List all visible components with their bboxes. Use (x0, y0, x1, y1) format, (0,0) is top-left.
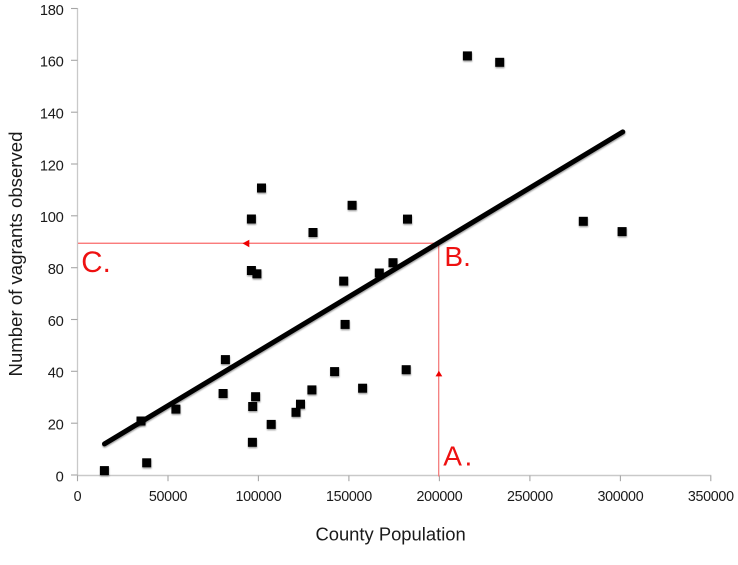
svg-text:A.: A. (443, 441, 474, 472)
svg-text:0: 0 (56, 469, 64, 485)
svg-text:B.: B. (444, 241, 470, 272)
svg-text:200000: 200000 (416, 489, 462, 505)
svg-text:250000: 250000 (507, 489, 553, 505)
svg-text:0: 0 (74, 489, 82, 505)
svg-text:150000: 150000 (326, 489, 372, 505)
svg-text:140: 140 (40, 107, 64, 123)
svg-text:350000: 350000 (688, 489, 734, 505)
svg-text:160: 160 (40, 55, 64, 71)
svg-text:180: 180 (40, 3, 64, 19)
svg-text:Number of vagrants observed: Number of vagrants observed (5, 132, 26, 377)
svg-text:C.: C. (81, 246, 111, 279)
svg-text:50000: 50000 (149, 489, 188, 505)
svg-text:100: 100 (40, 210, 64, 226)
svg-text:60: 60 (48, 314, 64, 330)
svg-text:120: 120 (40, 158, 64, 174)
svg-text:300000: 300000 (597, 489, 643, 505)
svg-text:County Population: County Population (315, 524, 465, 545)
svg-text:100000: 100000 (235, 489, 281, 505)
svg-text:40: 40 (48, 366, 64, 382)
svg-text:80: 80 (48, 262, 64, 278)
svg-text:20: 20 (48, 418, 64, 434)
